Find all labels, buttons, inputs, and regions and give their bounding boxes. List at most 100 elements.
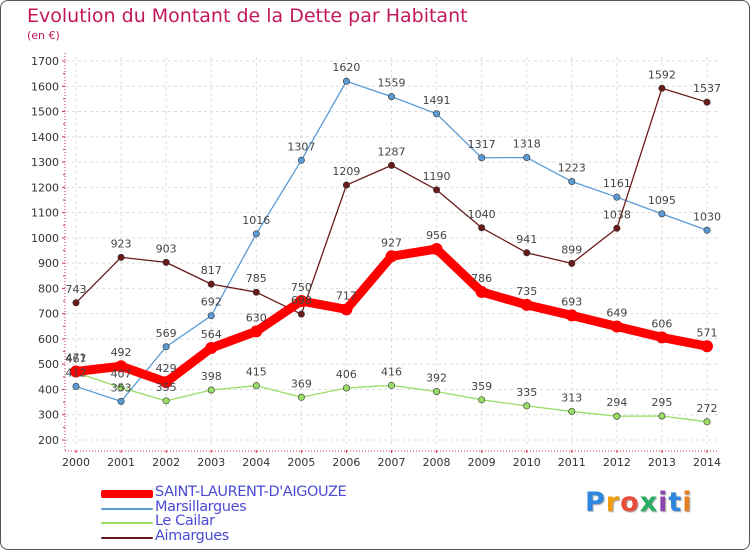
data-label-s3-6: 1209: [332, 165, 360, 178]
data-label-s2-11: 313: [561, 391, 582, 404]
data-label-s3-5: 698: [291, 294, 312, 307]
data-label-s3-11: 899: [561, 243, 582, 256]
data-point-s2-6: [342, 384, 350, 392]
data-point-s1-0: [72, 382, 80, 390]
data-label-s0-3: 564: [201, 328, 222, 341]
y-tick-label: 1500: [31, 106, 59, 119]
data-point-s3-0: [72, 299, 80, 307]
data-label-s0-4: 630: [246, 311, 267, 324]
data-point-s1-8: [433, 110, 441, 118]
data-point-s3-13: [658, 84, 666, 92]
data-point-s2-12: [613, 412, 621, 420]
data-label-s2-4: 415: [246, 366, 267, 379]
data-label-s0-5: 750: [291, 281, 312, 294]
data-label-s1-3: 692: [201, 296, 222, 309]
logo-letter: i: [658, 487, 669, 518]
y-tick-label: 1000: [31, 232, 59, 245]
legend-label: Marsillargues: [155, 498, 247, 515]
y-tick-label: 1200: [31, 181, 59, 194]
data-label-s3-2: 903: [156, 242, 177, 255]
data-point-s1-10: [523, 154, 531, 162]
data-point-s2-5: [297, 393, 305, 401]
data-point-s3-10: [523, 249, 531, 257]
data-label-s3-13: 1592: [648, 68, 676, 81]
x-tick-label: 2007: [378, 456, 406, 469]
data-point-s0-2: [160, 376, 173, 389]
data-label-s0-8: 956: [426, 229, 447, 242]
data-label-s2-14: 272: [697, 402, 718, 415]
series-layer: [70, 77, 713, 426]
data-label-s1-7: 1559: [378, 77, 406, 90]
y-tick-label: 1100: [31, 207, 59, 220]
data-point-s3-11: [568, 259, 576, 267]
axis-layer: 200 300 400 500 600 700 800 900 1000 1100 1200 1300…: [31, 53, 721, 469]
x-tick-label: 2011: [558, 456, 586, 469]
data-point-s1-7: [387, 93, 395, 101]
data-point-s2-2: [162, 397, 170, 405]
data-point-s1-5: [297, 156, 305, 164]
x-tick-label: 2002: [152, 456, 180, 469]
x-tick-label: 2010: [513, 456, 541, 469]
data-label-s2-12: 294: [606, 396, 627, 409]
data-point-s3-7: [387, 161, 395, 169]
x-tick-label: 2014: [693, 456, 721, 469]
data-point-s0-14: [701, 340, 713, 353]
logo-letter: x: [639, 487, 659, 518]
data-label-s1-13: 1095: [648, 194, 676, 207]
y-tick-label: 300: [38, 409, 59, 422]
data-label-s1-5: 1307: [287, 140, 315, 153]
data-label-s0-10: 735: [516, 285, 537, 298]
logo-letter: r: [605, 487, 621, 518]
y-tick-label: 500: [38, 358, 59, 371]
data-label-s1-4: 1016: [242, 214, 270, 227]
data-label-s2-7: 416: [381, 365, 402, 378]
legend-swatch: [101, 536, 153, 539]
data-point-s2-10: [523, 402, 531, 410]
x-tick-label: 2006: [332, 456, 360, 469]
data-point-s3-8: [433, 186, 441, 194]
data-label-s1-0: 412: [66, 366, 87, 379]
data-label-s1-11: 1223: [558, 162, 586, 175]
data-label-s0-14: 571: [697, 326, 718, 339]
data-label-s2-8: 392: [426, 371, 447, 384]
legend-label: SAINT-LAURENT-D'AIGOUZE: [155, 484, 347, 500]
legend-label: Aimargues: [155, 527, 229, 544]
data-label-s1-9: 1317: [468, 138, 496, 151]
data-label-s3-8: 1190: [423, 170, 451, 183]
data-point-s3-1: [117, 253, 125, 261]
data-label-s3-4: 785: [246, 272, 267, 285]
data-label-s3-3: 817: [201, 264, 222, 277]
data-point-s0-0: [70, 365, 82, 378]
data-point-s1-13: [658, 210, 666, 218]
data-point-s0-1: [115, 360, 128, 373]
data-point-s3-3: [207, 280, 215, 288]
data-label-s1-8: 1491: [423, 94, 451, 107]
data-label-s2-9: 359: [471, 380, 492, 393]
data-point-s0-8: [430, 242, 443, 255]
data-point-s0-4: [250, 325, 263, 338]
logo-letter: t: [668, 487, 683, 518]
data-label-s0-12: 649: [606, 307, 627, 320]
data-label-s1-12: 1161: [603, 177, 631, 190]
legend-swatch: [101, 522, 153, 524]
data-point-s1-6: [342, 77, 350, 85]
data-point-s0-3: [205, 342, 218, 355]
data-label-s2-0: 467: [66, 353, 87, 366]
logo-letter: o: [620, 487, 640, 518]
data-label-s3-7: 1287: [378, 145, 406, 158]
data-point-s0-7: [385, 250, 398, 263]
logo-letter: P: [585, 487, 606, 518]
data-point-s3-5: [297, 310, 305, 318]
data-point-s0-11: [565, 309, 578, 322]
y-tick-label: 200: [38, 434, 59, 447]
data-point-s1-3: [207, 312, 215, 320]
x-tick-label: 2012: [603, 456, 631, 469]
data-point-s3-2: [162, 258, 170, 266]
data-point-s2-9: [478, 396, 486, 404]
data-label-s3-12: 1038: [603, 208, 631, 221]
data-point-s1-14: [703, 226, 711, 234]
logo-letter: i: [682, 487, 693, 518]
data-label-s3-9: 1040: [468, 208, 496, 221]
y-tick-label: 900: [38, 257, 59, 270]
